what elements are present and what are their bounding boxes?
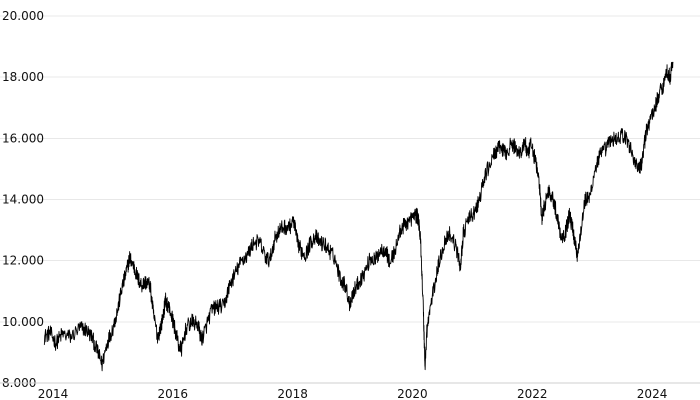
- y-tick-label: 18.000: [2, 70, 44, 84]
- x-tick-label: 2020: [397, 387, 428, 400]
- x-tick-label: 2018: [277, 387, 308, 400]
- y-tick-label: 12.000: [2, 254, 44, 268]
- x-tick-label: 2014: [38, 387, 69, 400]
- plot-area: [43, 61, 674, 372]
- y-tick-label: 20.000: [2, 9, 44, 23]
- x-tick-label: 2016: [158, 387, 189, 400]
- y-tick-label: 14.000: [2, 193, 44, 207]
- x-tick-label: 2022: [517, 387, 548, 400]
- x-axis: 2014 2016 2018 2020 2022 2024: [0, 382, 700, 400]
- y-tick-label: 16.000: [2, 131, 44, 145]
- y-tick-label: 10.000: [2, 315, 44, 329]
- series-line: [43, 61, 674, 372]
- x-tick-label: 2024: [637, 387, 668, 400]
